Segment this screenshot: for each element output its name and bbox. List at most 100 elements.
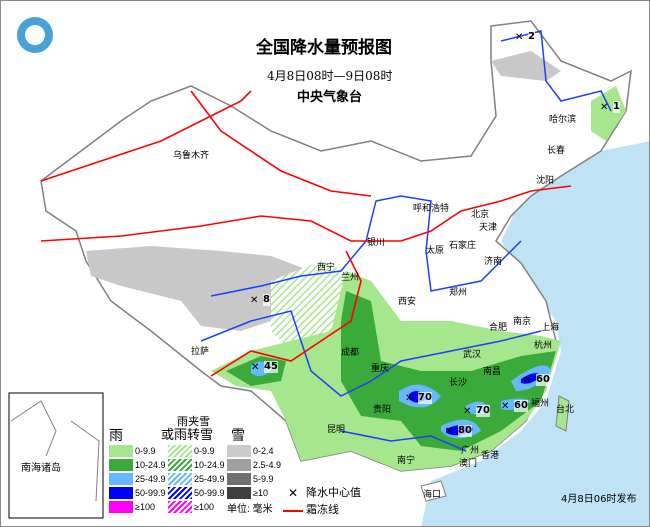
precip-center-value: 2 [528,31,535,43]
city-label: 太原 [426,246,445,256]
river-yellow [210,195,522,297]
precip-center-value: 70 [418,392,432,404]
legend-label-rain: 25-49.9 [135,474,166,484]
legend-swatch-rain [109,501,133,513]
legend-label-mixed: 10-24.9 [194,460,225,470]
city-label: 海口 [423,490,442,500]
sea [421,141,649,526]
city-label: 济南 [484,257,503,267]
city-label: 合肥 [489,323,508,333]
city-label: 成都 [341,348,360,358]
legend-frost: 霜冻线 [306,504,339,516]
city-label: 昆明 [327,425,346,435]
city-label: 北京 [471,210,490,220]
logo [17,17,53,53]
frost-line-north [40,90,372,197]
river-pearl [340,430,467,452]
legend-swatch-rain [109,473,133,485]
legend-label-rain: 50-99.9 [135,488,166,498]
city-label: 乌鲁木齐 [173,151,210,161]
frost-line [40,185,572,242]
legend-label-rain: ≥100 [135,502,155,512]
city-label: 沈阳 [536,176,555,186]
snow-area [86,246,311,331]
precip-center-value: 60 [536,374,550,386]
legend-swatch-rain [109,459,133,471]
center-mark-icon: ✕ [501,401,510,412]
legend: 雨 雨夹雪 或雨转雪 雪 0-9.9 10-24.9 25-49.9 50-99.9 ≥… [105,416,425,521]
legend-label-mixed: 25-49.9 [194,474,225,484]
center-mark-icon: ✕ [515,32,524,43]
legend-label-mixed: ≥100 [194,502,214,512]
city-label: 上海 [541,323,560,333]
city-label: 长春 [547,146,566,156]
center-mark-icon: ✕ [523,375,532,386]
legend-swatch-mixed [168,487,192,499]
frost-line-icon [283,510,303,512]
center-mark-icon: ✕ [463,406,472,417]
legend-center: 降水中心值 [306,487,361,499]
forecast-period: 4月8日08时—9日08时 [267,69,393,83]
center-mark-icon: ✕ [250,295,259,306]
city-label: 西宁 [317,263,336,273]
center-mark-icon: ✕ [405,393,414,404]
legend-swatch-rain [109,445,133,457]
legend-mixed-header-2: 或雨转雪 [161,428,214,443]
mixed-area [271,261,351,361]
rain-heavy [251,361,551,439]
city-label: 天津 [479,223,498,233]
city-label: 南京 [513,317,532,327]
organization: 中央气象台 [297,90,363,105]
legend-label-snow: 2.5-4.9 [253,460,282,470]
city-label: 石家庄 [449,241,477,251]
city-label: 重庆 [371,364,390,374]
legend-unit: 单位: 毫米 [227,504,273,515]
legend-label-rain: 10-24.9 [135,460,166,470]
precip-center-value: 1 [613,101,620,113]
precip-center-value: 60 [514,400,528,412]
legend-swatch-snow [227,473,251,485]
city-label: 长沙 [449,378,468,388]
legend-swatch-rain [109,487,133,499]
legend-label-mixed: 0-9.9 [194,446,215,456]
city-label: 兰州 [341,273,360,283]
city-label: 呼和浩特 [413,204,450,214]
city-label: 武汉 [463,350,482,360]
city-label: 台北 [556,405,575,415]
city-label: 福州 [531,399,550,409]
legend-label-rain: 0-9.9 [135,446,156,456]
city-label: 南昌 [483,367,502,377]
legend-label-snow: ≥10 [253,488,268,498]
city-label: 拉萨 [191,347,210,357]
legend-swatch-snow [227,459,251,471]
rain-torrential [409,373,541,436]
taiwan [555,395,570,432]
legend-label-snow: 5-9.9 [253,474,274,484]
center-mark-icon: ✕ [251,362,260,373]
legend-label-mixed: 50-99.9 [194,488,225,498]
legend-swatch-mixed [168,501,192,513]
city-label: 香港 [481,451,500,461]
legend-mixed-header: 雨夹雪 [177,415,210,428]
city-label: 贵阳 [373,405,392,415]
legend-swatch-mixed [168,445,192,457]
city-label: 杭州 [534,341,553,351]
legend-snow-header: 雪 [231,428,245,444]
rain-light-ne [591,86,626,141]
river-yangtze [200,310,542,397]
issued-time: 4月8日06时发布 [561,494,637,505]
center-mark-icon: ✕ [288,486,299,500]
legend-swatch-mixed [168,473,192,485]
legend-swatch-snow [227,487,251,499]
map-title: 全国降水量预报图 [256,38,392,58]
legend-swatch-snow [227,445,251,457]
precip-center-value: 8 [263,294,270,306]
inset-frame [8,392,104,519]
hainan [420,480,447,502]
precip-center-value: 80 [458,425,472,437]
inset-coast [10,400,100,502]
city-label: 郑州 [449,288,468,298]
center-mark-icon: ✕ [600,102,609,113]
